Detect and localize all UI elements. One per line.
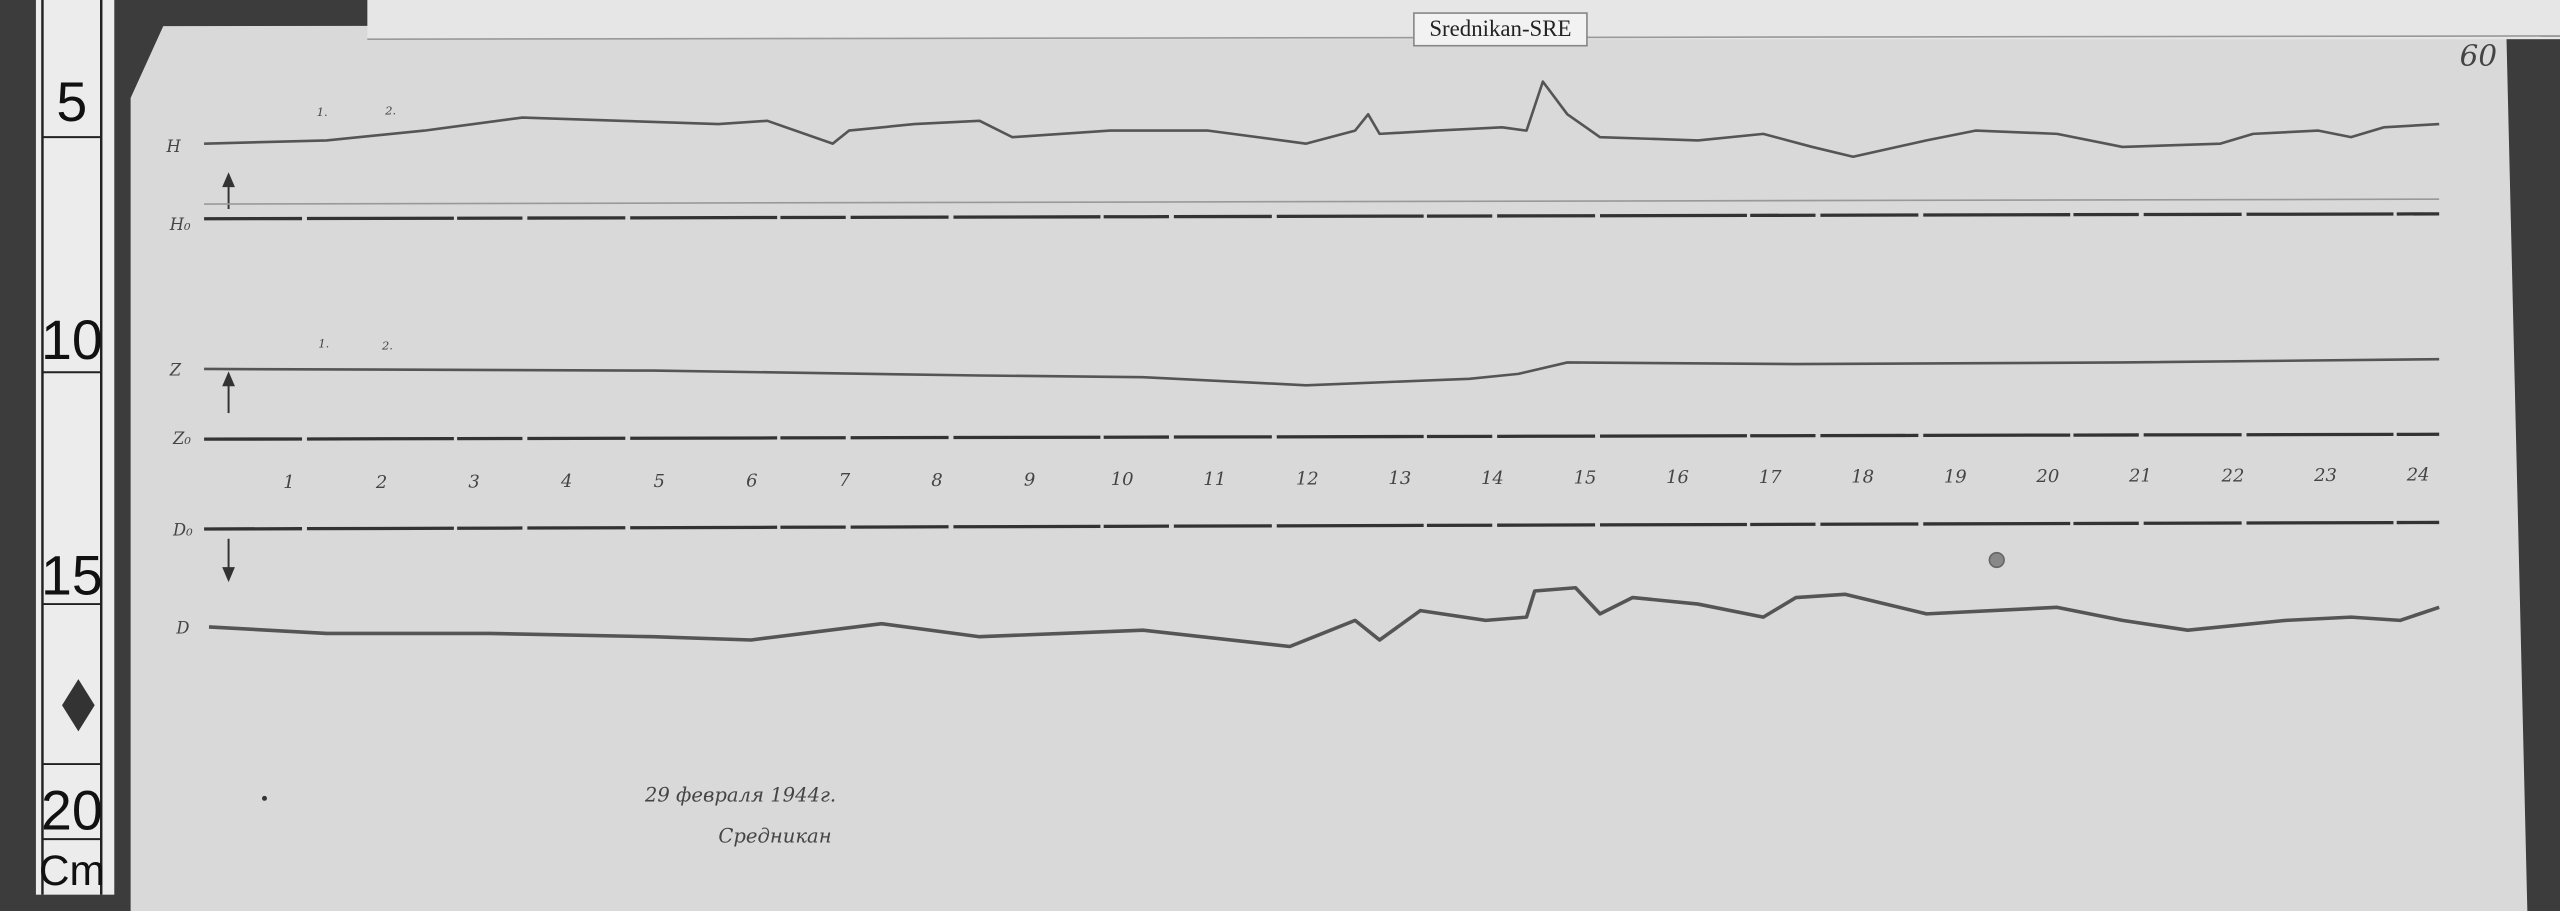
hour-label: 4	[560, 471, 572, 492]
station-label: Srednikan-SRE	[1429, 16, 1571, 41]
trace-label: Z₀	[172, 429, 191, 448]
trace-mark: 2.	[384, 103, 396, 117]
hour-label: 6	[746, 471, 757, 492]
trace-label: D	[175, 618, 189, 637]
trace-d	[208, 585, 2440, 649]
trace-label: H	[166, 137, 182, 156]
spot	[1988, 551, 2005, 569]
trace-mark: 1.	[317, 105, 328, 119]
hour-label: 21	[2128, 466, 2152, 487]
hour-label: 18	[1851, 467, 1874, 488]
hour-label: 10	[1111, 469, 1134, 490]
trace-label: H₀	[169, 215, 191, 234]
hour-label: 20	[2035, 466, 2059, 487]
baseline-z	[204, 432, 2440, 441]
baseline-d	[204, 520, 2440, 531]
ruler	[35, 0, 115, 895]
hour-label: 23	[2313, 465, 2337, 486]
hour-label: 22	[2221, 465, 2245, 486]
caption-place: Средникан	[718, 824, 831, 847]
ruler-diamond	[62, 679, 95, 732]
caption-date: 29 февраля 1944г.	[644, 784, 836, 807]
hour-label: 15	[1574, 468, 1597, 489]
trace-label: Z	[169, 361, 182, 380]
trace-mark: 2.	[381, 338, 393, 352]
hour-label: 16	[1666, 467, 1689, 488]
hour-label: 2	[375, 472, 387, 493]
hour-labels: 1 2 3 4 5 6 7 8 9 10 11 12 13 14 15 16 17 18 19 20 21 22 23 24	[283, 465, 2429, 494]
spot	[262, 795, 267, 801]
hour-label: 14	[1481, 468, 1504, 489]
baseline-h	[204, 212, 2440, 221]
hour-label: 19	[1944, 466, 1967, 487]
paper-sheet	[130, 22, 2528, 911]
ruler-number: 20	[41, 779, 103, 841]
trace-z	[204, 357, 2440, 387]
ruler-lines	[42, 136, 102, 841]
trace-mark: 1.	[318, 337, 329, 351]
trace-h	[204, 80, 2440, 159]
hour-label: 1	[283, 472, 294, 493]
hour-label: 24	[2406, 465, 2430, 486]
station-label-box	[1413, 12, 1588, 47]
ruler-number: 15	[41, 544, 103, 606]
trace-label: D₀	[172, 520, 193, 539]
scale-arrows	[222, 172, 235, 583]
sheet-number: 60	[2460, 38, 2497, 72]
hour-label: 12	[1296, 469, 1319, 490]
hour-label: 8	[931, 470, 942, 491]
ruler-number: 5	[56, 71, 87, 133]
ruler-number: 10	[41, 309, 103, 371]
hour-label: 17	[1759, 467, 1782, 488]
baseline-faint	[204, 198, 2440, 205]
hour-label: 5	[654, 471, 665, 492]
hour-label: 3	[468, 471, 479, 492]
hour-label: 11	[1203, 469, 1226, 490]
ruler-unit: Cm	[39, 847, 105, 894]
hour-label: 7	[839, 470, 851, 491]
hour-label: 9	[1024, 470, 1035, 491]
hour-label: 13	[1388, 468, 1411, 489]
